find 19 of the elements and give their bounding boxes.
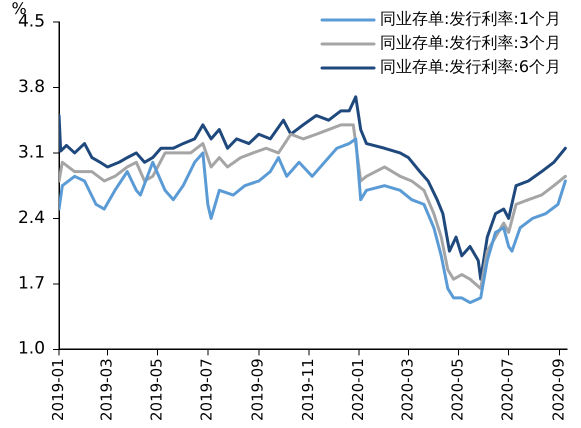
x-tick-label: 2020-09	[549, 358, 568, 422]
x-tick-label: 2019-01	[48, 358, 67, 422]
x-tick-label: 2019-09	[248, 358, 267, 422]
y-tick-label: 1.7	[18, 273, 46, 294]
x-tick-label: 2020-01	[348, 358, 367, 422]
x-tick-label: 2019-05	[148, 358, 166, 422]
legend-label: 同业存单:发行利率:3个月	[380, 33, 562, 52]
y-tick-label: 3.1	[18, 142, 46, 162]
y-tick-label: 1.0	[18, 338, 46, 359]
legend-label: 同业存单:发行利率:6个月	[380, 57, 562, 76]
x-tick-label: 2019-03	[97, 358, 116, 422]
x-tick-label: 2020-07	[498, 358, 517, 422]
y-tick-label: 3.8	[18, 76, 46, 97]
y-tick-label: 2.4	[18, 208, 46, 228]
x-tick-label: 2020-05	[448, 358, 466, 422]
x-tick-label: 2019-07	[198, 358, 216, 422]
x-tick-label: 2019-11	[298, 358, 317, 422]
x-tick-label: 2020-03	[398, 358, 416, 422]
legend-label: 同业存单:发行利率:1个月	[380, 9, 562, 28]
